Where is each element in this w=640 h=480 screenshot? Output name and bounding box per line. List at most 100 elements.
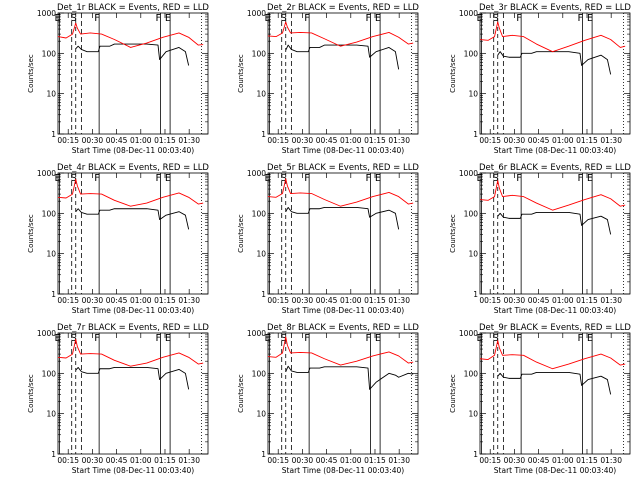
y-tick-label: 100 xyxy=(42,209,57,218)
plot-frame xyxy=(57,332,209,455)
y-tick-label: 100 xyxy=(464,49,479,58)
event-marker-label: E xyxy=(264,13,270,24)
x-axis-label: Start Time (08-Dec-11 00:03:40) xyxy=(494,306,616,315)
x-axis-label: Start Time (08-Dec-11 00:03:40) xyxy=(494,466,616,475)
y-axis-label: Counts/sec xyxy=(27,374,35,413)
x-tick-label: 00:45 xyxy=(316,456,338,465)
event-marker-label: F xyxy=(94,333,100,344)
event-marker-label: E xyxy=(54,13,60,24)
lld-series-line xyxy=(57,178,204,207)
events-series-line xyxy=(497,51,612,75)
x-axis-label: Start Time (08-Dec-11 00:03:40) xyxy=(282,306,404,315)
event-marker-label: E xyxy=(375,333,381,344)
panel-title: Det_4r BLACK = Events, RED = LLD xyxy=(57,163,209,173)
x-tick-label: 01:00 xyxy=(340,296,362,305)
y-tick-label: 1000 xyxy=(37,329,56,338)
event-marker-label: F xyxy=(304,173,310,184)
x-tick-label: 00:45 xyxy=(106,136,128,145)
panel-title: Det_1r BLACK = Events, RED = LLD xyxy=(57,3,209,13)
y-axis-label: Counts/sec xyxy=(449,54,457,93)
y-tick-label: 1 xyxy=(261,130,266,139)
x-tick-label: 00:15 xyxy=(479,296,501,305)
x-tick-label: 00:15 xyxy=(57,296,79,305)
x-axis-label: Start Time (08-Dec-11 00:03:40) xyxy=(282,146,404,155)
event-marker-label: F xyxy=(516,173,522,184)
x-tick-label: 00:30 xyxy=(82,296,104,305)
event-marker-label: S xyxy=(493,173,499,184)
x-tick-label: 01:15 xyxy=(576,296,598,305)
x-tick-label: 01:30 xyxy=(600,456,622,465)
event-marker-label: E xyxy=(587,333,593,344)
x-tick-label: 00:15 xyxy=(267,456,289,465)
x-tick-label: 00:30 xyxy=(292,136,314,145)
x-tick-label: 00:15 xyxy=(479,136,501,145)
x-tick-label: 00:30 xyxy=(504,456,526,465)
plot-frame xyxy=(267,172,419,295)
lld-series-line xyxy=(479,21,626,53)
event-marker-label: S xyxy=(281,13,287,24)
event-marker-label: E xyxy=(54,333,60,344)
event-marker-label: E xyxy=(264,173,270,184)
lld-series-line xyxy=(479,180,626,211)
x-tick-label: 01:15 xyxy=(576,136,598,145)
y-tick-label: 100 xyxy=(464,209,479,218)
y-tick-label: 1 xyxy=(51,450,56,459)
y-tick-label: 10 xyxy=(468,90,478,99)
x-axis-label: Start Time (08-Dec-11 00:03:40) xyxy=(72,466,194,475)
event-marker-label: E xyxy=(165,173,171,184)
y-tick-label: 10 xyxy=(46,90,56,99)
event-marker-label: E xyxy=(476,333,482,344)
y-tick-label: 100 xyxy=(252,49,267,58)
event-marker-label: S xyxy=(71,333,77,344)
x-tick-label: 01:30 xyxy=(178,296,200,305)
plot-frame xyxy=(267,332,419,455)
y-axis-label: Counts/sec xyxy=(27,54,35,93)
x-tick-label: 00:45 xyxy=(528,296,550,305)
detector-panel-1: Det_1r BLACK = Events, RED = LLD 1 10 100 10… xyxy=(27,3,209,155)
y-tick-label: 10 xyxy=(468,410,478,419)
x-tick-label: 01:00 xyxy=(130,456,152,465)
y-tick-label: 1 xyxy=(473,450,478,459)
plot-frame xyxy=(479,172,631,295)
y-axis-label: Counts/sec xyxy=(449,214,457,253)
y-tick-label: 10 xyxy=(46,250,56,259)
y-tick-label: 1 xyxy=(261,450,266,459)
event-marker-label: F xyxy=(94,13,100,24)
y-tick-label: 1 xyxy=(473,290,478,299)
event-marker-label: F xyxy=(156,333,162,344)
x-axis-label: Start Time (08-Dec-11 00:03:40) xyxy=(72,146,194,155)
detector-panel-9: Det_9r BLACK = Events, RED = LLD 1 10 100 10… xyxy=(449,323,631,475)
x-tick-label: 01:30 xyxy=(178,136,200,145)
event-marker-label: E xyxy=(587,13,593,24)
event-marker-label: S xyxy=(493,333,499,344)
x-axis-label: Start Time (08-Dec-11 00:03:40) xyxy=(282,466,404,475)
event-marker-label: E xyxy=(375,173,381,184)
events-series-line xyxy=(497,212,612,235)
event-marker-label: E xyxy=(54,173,60,184)
x-tick-label: 00:15 xyxy=(479,456,501,465)
y-tick-label: 1000 xyxy=(459,169,478,178)
plot-frame xyxy=(479,332,631,455)
x-tick-label: 00:45 xyxy=(316,136,338,145)
plot-frame xyxy=(479,12,631,135)
panel-title: Det_9r BLACK = Events, RED = LLD xyxy=(479,323,631,333)
detector-panel-7: Det_7r BLACK = Events, RED = LLD 1 10 100 10… xyxy=(27,323,209,475)
events-series-line xyxy=(75,208,190,230)
y-axis-label: Counts/sec xyxy=(237,54,245,93)
y-tick-label: 1000 xyxy=(459,329,478,338)
events-series-line xyxy=(285,44,400,70)
x-tick-label: 00:30 xyxy=(292,296,314,305)
y-tick-label: 1 xyxy=(51,290,56,299)
x-tick-label: 01:30 xyxy=(600,296,622,305)
y-tick-label: 10 xyxy=(46,410,56,419)
x-tick-label: 00:45 xyxy=(528,136,550,145)
y-tick-label: 1 xyxy=(51,130,56,139)
event-marker-label: F xyxy=(578,13,584,24)
event-marker-label: E xyxy=(375,13,381,24)
y-tick-label: 1000 xyxy=(247,329,266,338)
y-tick-label: 100 xyxy=(42,369,57,378)
x-tick-label: 00:15 xyxy=(57,456,79,465)
panel-title: Det_7r BLACK = Events, RED = LLD xyxy=(57,323,209,333)
lld-series-line xyxy=(479,340,626,370)
panel-title: Det_3r BLACK = Events, RED = LLD xyxy=(479,3,631,13)
